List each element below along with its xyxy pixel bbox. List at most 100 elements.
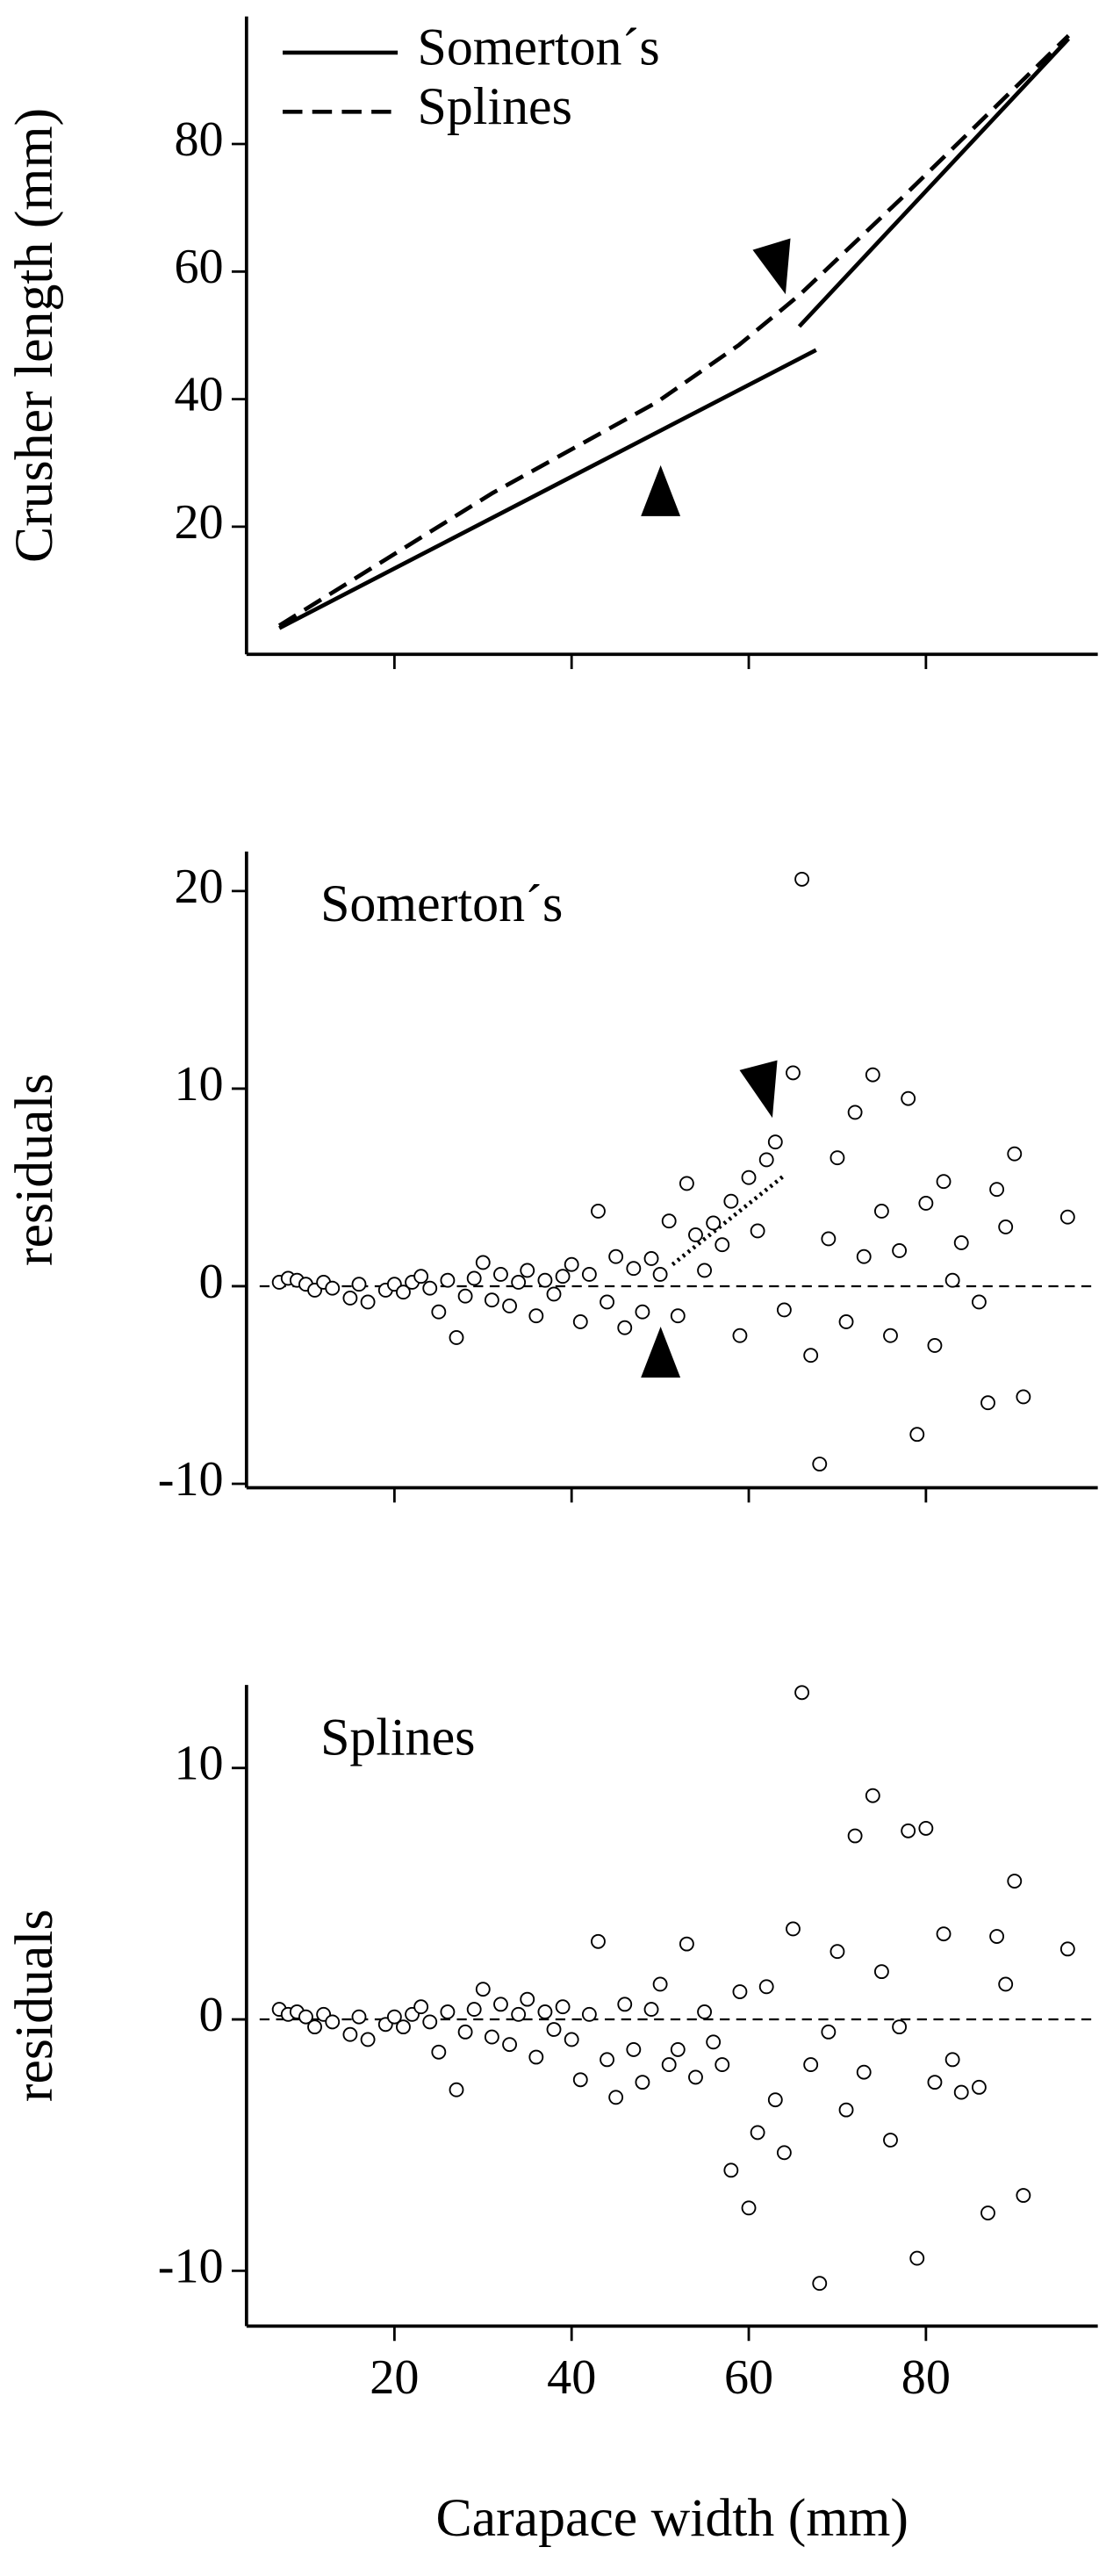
- point: [449, 1330, 464, 1345]
- trend-line: [671, 1174, 786, 1267]
- point: [325, 2014, 341, 2030]
- point: [600, 2052, 614, 2068]
- point: [767, 2092, 783, 2108]
- point: [697, 1263, 712, 1278]
- point: [767, 1134, 783, 1150]
- point: [953, 1235, 969, 1250]
- series-line: [278, 37, 1071, 630]
- point: [520, 1991, 535, 2007]
- point: [679, 1176, 694, 1191]
- point: [643, 1251, 659, 1266]
- point: [918, 1196, 934, 1211]
- point: [821, 1231, 837, 1247]
- point: [475, 1982, 491, 1997]
- point: [466, 2002, 482, 2018]
- point: [838, 1314, 854, 1329]
- point: [661, 2057, 677, 2073]
- point: [750, 1223, 765, 1239]
- point: [865, 1788, 880, 1803]
- point: [396, 2019, 411, 2035]
- point: [360, 2032, 376, 2047]
- point: [998, 1220, 1014, 1234]
- point: [980, 2205, 995, 2220]
- arrowhead: [739, 1060, 778, 1119]
- point: [936, 1174, 952, 1190]
- point: [873, 1964, 889, 1980]
- point: [652, 1976, 668, 1992]
- y-tick-label: 40: [174, 367, 223, 421]
- point: [484, 1292, 499, 1308]
- point: [440, 2004, 456, 2019]
- point: [723, 2162, 739, 2178]
- point: [786, 1065, 801, 1081]
- point: [1007, 1874, 1023, 1889]
- x-tick-label: 80: [901, 2350, 951, 2405]
- point: [706, 2034, 722, 2050]
- point: [989, 1929, 1005, 1944]
- y-tick-label: 60: [174, 240, 223, 294]
- point: [537, 1272, 553, 1288]
- point: [688, 2069, 703, 2085]
- series-line: [277, 33, 1070, 628]
- point: [670, 2041, 686, 2057]
- point: [1016, 2188, 1031, 2203]
- point: [600, 1294, 614, 1310]
- point: [652, 1267, 668, 1282]
- point: [661, 1213, 677, 1229]
- point: [750, 2125, 765, 2141]
- legend-label: Somerton´s: [418, 18, 660, 76]
- point: [1059, 1209, 1075, 1225]
- point: [971, 2079, 987, 2095]
- panel-label: Somerton´s: [320, 874, 563, 932]
- point: [484, 2029, 499, 2045]
- point: [980, 1395, 995, 1411]
- y-tick-label: 0: [199, 1988, 224, 2042]
- point: [776, 1302, 792, 1318]
- point: [342, 2026, 358, 2042]
- point: [351, 2009, 367, 2025]
- point: [626, 1261, 642, 1277]
- point: [546, 1286, 562, 1302]
- point: [564, 2032, 579, 2047]
- point: [688, 1227, 703, 1242]
- point: [812, 1457, 828, 1471]
- point: [325, 1280, 341, 1296]
- point: [821, 2024, 837, 2040]
- point: [351, 1277, 367, 1292]
- point: [927, 1338, 943, 1353]
- point: [431, 1304, 447, 1320]
- point: [537, 2004, 553, 2019]
- point: [758, 1979, 774, 1995]
- y-tick-label: -10: [158, 1452, 224, 1507]
- point: [457, 2024, 473, 2040]
- point: [449, 2082, 464, 2097]
- point: [546, 2022, 562, 2037]
- x-tick-label: 40: [547, 2350, 596, 2405]
- point: [528, 1308, 544, 1324]
- point: [617, 1997, 633, 2012]
- point: [360, 1294, 376, 1310]
- point: [608, 2090, 624, 2105]
- point: [865, 1067, 880, 1083]
- point: [715, 2057, 730, 2073]
- point: [475, 1255, 491, 1270]
- point: [626, 2041, 642, 2057]
- y-axis-label: residuals: [4, 1910, 64, 2103]
- point: [591, 1204, 606, 1219]
- y-tick-label: -10: [158, 2239, 224, 2293]
- point: [971, 1294, 987, 1310]
- point: [936, 1926, 952, 1942]
- x-tick-label: 60: [724, 2350, 773, 2405]
- y-tick-label: 20: [174, 495, 223, 550]
- point: [803, 1348, 819, 1364]
- y-tick-label: 80: [174, 112, 223, 167]
- point: [342, 1291, 358, 1306]
- point: [440, 1272, 456, 1288]
- point: [732, 1328, 748, 1343]
- point: [679, 1936, 694, 1952]
- point: [794, 1685, 810, 1701]
- point: [776, 2145, 792, 2161]
- point: [892, 2019, 908, 2035]
- point: [909, 2250, 925, 2266]
